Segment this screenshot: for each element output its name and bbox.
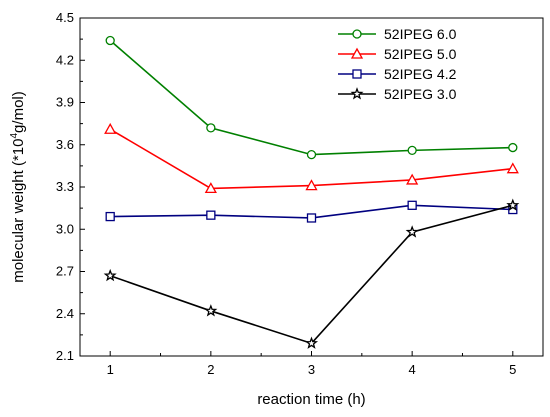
y-tick-label: 3.3 <box>56 179 74 194</box>
legend-label: 52IPEG 4.2 <box>384 66 457 82</box>
legend-label: 52IPEG 5.0 <box>384 46 457 62</box>
x-tick-label: 4 <box>409 362 416 377</box>
y-axis-label-suffix: g/mol) <box>10 91 27 133</box>
legend-label: 52IPEG 3.0 <box>384 86 457 102</box>
y-tick-label: 3.6 <box>56 137 74 152</box>
data-point <box>105 211 115 222</box>
legend: 52IPEG 6.0 52IPEG 5.0 52IPEG 4.2 52IPEG 3.0 <box>338 26 457 102</box>
y-axis-label-superscript: 4 <box>9 133 20 139</box>
data-point <box>305 179 318 191</box>
legend-item: 52IPEG 3.0 <box>338 86 457 102</box>
data-point <box>407 145 417 156</box>
series-3 <box>103 198 520 349</box>
x-tick-label: 3 <box>308 362 315 377</box>
y-tick-label: 2.7 <box>56 264 74 279</box>
data-point <box>405 225 419 238</box>
data-point <box>304 336 319 349</box>
y-axis-label-prefix: molecular weight (*10 <box>10 139 27 283</box>
x-tick-label: 2 <box>207 362 214 377</box>
data-point <box>352 29 362 39</box>
x-tick-label: 5 <box>509 362 516 377</box>
data-point <box>407 200 417 210</box>
legend-item: 52IPEG 6.0 <box>338 26 457 42</box>
data-point <box>406 173 419 185</box>
data-point <box>204 304 218 317</box>
series-group <box>103 35 520 349</box>
data-point <box>306 213 317 223</box>
data-point <box>105 35 115 46</box>
legend-label: 52IPEG 6.0 <box>384 26 457 42</box>
data-point <box>103 268 117 282</box>
series-2 <box>105 200 518 223</box>
legend-item: 52IPEG 5.0 <box>338 46 457 62</box>
data-point <box>506 162 519 174</box>
data-point <box>306 149 317 160</box>
y-tick-label: 2.4 <box>56 306 74 321</box>
y-axis-label: molecular weight (*104g/mol) <box>9 91 27 283</box>
axes-ticks: 1 2 3 4 5 2.1 2.4 2.7 3.0 3.3 3.6 3.9 4.2 4.5 <box>56 10 516 377</box>
data-point <box>206 210 216 220</box>
series-1 <box>104 122 519 194</box>
x-tick-label: 1 <box>107 362 114 377</box>
data-point <box>350 87 364 100</box>
legend-item: 52IPEG 4.2 <box>338 66 457 82</box>
data-point <box>506 198 520 211</box>
y-tick-label: 2.1 <box>56 348 74 363</box>
series-line <box>109 204 514 345</box>
y-tick-label: 4.5 <box>56 10 74 25</box>
data-point <box>508 142 518 153</box>
y-tick-label: 3.0 <box>56 221 74 236</box>
x-axis-label: reaction time (h) <box>257 391 365 408</box>
series-0 <box>105 35 518 160</box>
data-point <box>104 122 117 134</box>
data-point <box>206 123 216 133</box>
y-tick-label: 4.2 <box>56 52 74 67</box>
y-tick-label: 3.9 <box>56 95 74 110</box>
data-point <box>350 47 364 59</box>
data-point <box>204 182 217 194</box>
data-point <box>352 69 362 79</box>
